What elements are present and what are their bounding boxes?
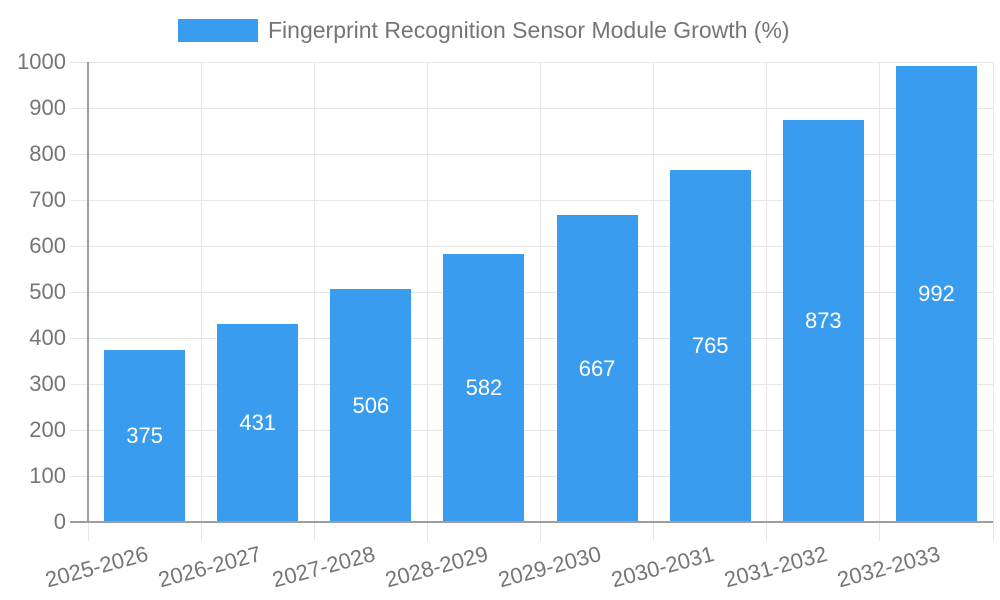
x-axis-tick-label: 2026-2027: [156, 541, 265, 593]
bar-value-label: 992: [918, 280, 955, 306]
y-axis-tick-label: 900: [29, 95, 66, 120]
gridline-vertical: [766, 62, 768, 541]
gridline-horizontal: [70, 291, 993, 293]
y-axis-line: [87, 62, 89, 522]
bar: [330, 289, 412, 522]
bar-value-label: 765: [691, 333, 729, 359]
chart-title: Fingerprint Recognition Sensor Module Gr…: [268, 17, 790, 43]
y-axis-tick-label: 0: [53, 509, 66, 534]
gridline-horizontal: [70, 383, 993, 385]
legend: Fingerprint Recognition Sensor Module Gr…: [178, 17, 790, 44]
gridline-horizontal: [70, 245, 993, 247]
bar-value-label: 873: [804, 308, 842, 334]
bar: [669, 170, 751, 522]
bar: [556, 215, 638, 522]
gridline-vertical: [879, 62, 881, 541]
gridline-vertical: [200, 62, 202, 541]
bar: [217, 323, 299, 522]
x-axis-tick-label: 2025-2026: [42, 541, 152, 593]
y-axis-tick-label: 800: [29, 141, 66, 166]
gridline-horizontal: [70, 429, 993, 431]
bar-value-label: 431: [239, 409, 277, 435]
x-axis-tick-label: 2030-2031: [608, 541, 717, 593]
bar: [782, 120, 864, 522]
gridline-vertical: [426, 62, 428, 541]
gridline-horizontal: [70, 153, 993, 155]
gridline-vertical: [87, 523, 89, 541]
gridline-horizontal: [70, 475, 993, 477]
x-axis-tick-label: 2028-2029: [382, 541, 491, 593]
x-axis-line: [70, 521, 993, 523]
gridline-vertical: [313, 62, 315, 541]
x-axis-tick-label: 2031-2032: [721, 541, 830, 593]
legend-swatch: [178, 19, 258, 42]
bar-value-label: 506: [352, 392, 390, 418]
x-axis-tick-label: 2029-2030: [495, 541, 604, 593]
gridline-horizontal: [70, 337, 993, 339]
y-axis-tick-label: 500: [29, 279, 66, 304]
y-axis-tick-label: 200: [29, 417, 66, 442]
bar-value-label: 582: [465, 375, 503, 401]
y-axis-tick-label: 600: [29, 233, 66, 258]
x-axis-tick-label: 2032-2033: [834, 541, 943, 593]
y-axis-tick-label: 1000: [17, 49, 66, 74]
gridline-horizontal: [70, 199, 993, 201]
y-axis-tick-label: 700: [29, 187, 66, 212]
gridline-vertical: [653, 62, 655, 541]
x-axis-tick-label: 2027-2028: [269, 541, 378, 593]
y-axis-tick-label: 400: [29, 325, 66, 350]
y-axis-tick-label: 100: [29, 463, 66, 488]
bar-value-label: 375: [126, 422, 163, 448]
bar: [104, 349, 186, 522]
gridline-vertical: [540, 62, 541, 541]
bar: [443, 254, 525, 522]
gridline-horizontal: [70, 107, 993, 109]
y-axis-tick-label: 300: [29, 371, 66, 396]
gridline-vertical: [992, 62, 994, 541]
gridline-horizontal: [70, 61, 993, 63]
bar: [895, 65, 977, 522]
bar-value-label: 667: [578, 355, 616, 381]
plot-area: 0 100 200 300 400 500 600 700 800 900 1000 375 431 50…: [17, 49, 994, 592]
